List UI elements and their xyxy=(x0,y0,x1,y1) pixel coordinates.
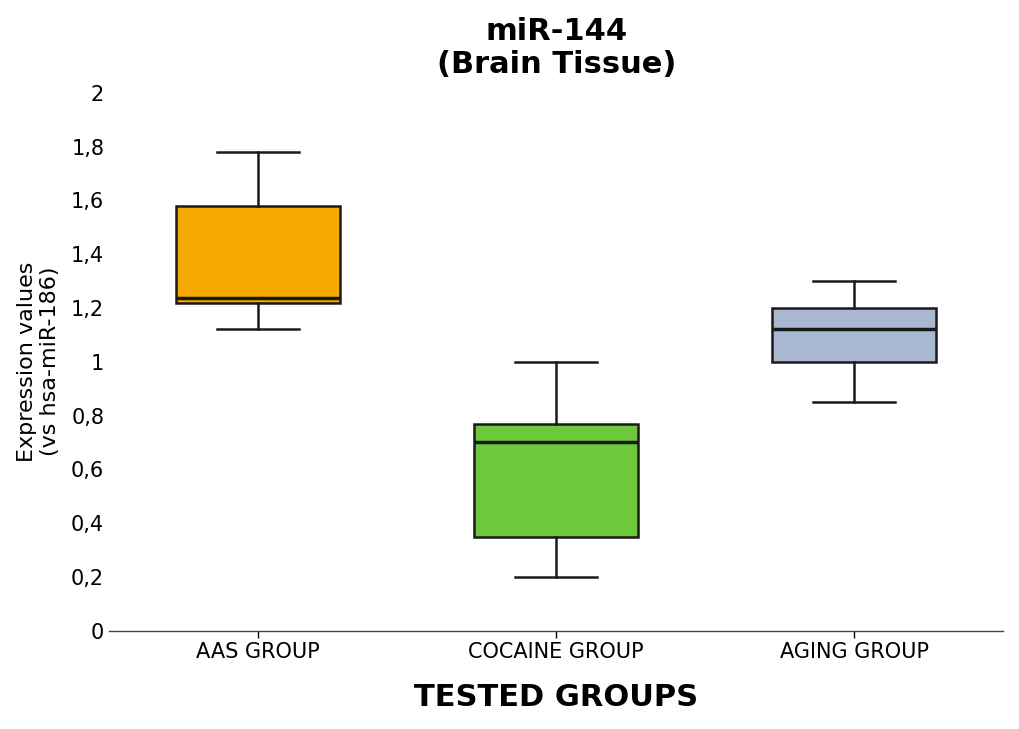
Title: miR-144
(Brain Tissue): miR-144 (Brain Tissue) xyxy=(436,17,676,79)
PathPatch shape xyxy=(474,424,638,537)
X-axis label: TESTED GROUPS: TESTED GROUPS xyxy=(414,683,698,712)
PathPatch shape xyxy=(176,206,339,303)
Y-axis label: Expression values
(vs hsa-miR-186): Expression values (vs hsa-miR-186) xyxy=(16,262,60,462)
PathPatch shape xyxy=(771,308,935,362)
